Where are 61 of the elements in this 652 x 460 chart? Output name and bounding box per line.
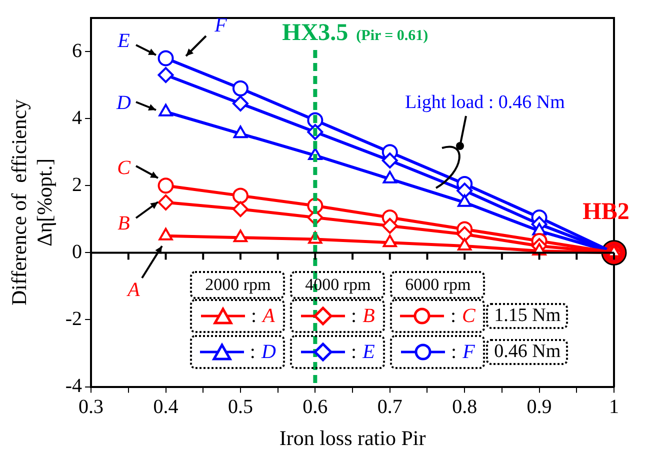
text: :	[451, 340, 457, 363]
text: D	[116, 92, 131, 114]
point	[158, 66, 174, 83]
legend-label: C	[462, 304, 476, 327]
point	[158, 228, 173, 240]
y-tick-label: 0	[72, 240, 82, 263]
text: :	[351, 304, 357, 327]
text: C	[117, 156, 130, 179]
annotation: HX3.5	[282, 20, 348, 46]
point	[382, 234, 397, 248]
point	[382, 152, 398, 168]
x-tick-label: 1	[609, 396, 619, 418]
y-tick-label: -4	[65, 375, 82, 398]
x-tick-label: 0.5	[228, 396, 253, 418]
point	[232, 80, 248, 96]
point	[232, 201, 248, 218]
point	[456, 226, 473, 242]
point	[233, 230, 248, 242]
text: :	[450, 304, 456, 327]
legend-label: F	[462, 340, 475, 363]
x-axis-title: Iron loss ratio Pir	[279, 426, 426, 450]
point	[233, 126, 248, 138]
legend-label: E	[362, 340, 375, 363]
y-tick-label: 4	[72, 106, 82, 129]
point	[458, 194, 472, 207]
x-tick-label: 0.6	[302, 396, 328, 418]
legend-label: D	[261, 340, 276, 363]
annotation: Light load : 0.46 Nm	[405, 92, 566, 113]
point	[458, 238, 472, 250]
annotation: 4000 rpm	[290, 271, 386, 300]
point	[456, 182, 473, 199]
point	[382, 218, 398, 234]
y-tick-label: 6	[72, 40, 82, 62]
annotation: 0.46 Nm	[486, 339, 568, 366]
point	[158, 194, 174, 210]
text: B	[118, 212, 130, 235]
point	[158, 50, 174, 66]
text: :	[351, 340, 357, 363]
annotation: 2000 rpm	[190, 271, 286, 300]
x-tick-label: 0.4	[153, 396, 178, 418]
legend-label: B	[362, 304, 375, 327]
y-tick-label: -2	[65, 308, 82, 330]
point	[232, 95, 248, 112]
text: A	[128, 279, 140, 302]
text: F	[214, 14, 227, 36]
x-tick-label: 0.8	[452, 396, 478, 418]
x-tick-label: 0.7	[377, 396, 402, 418]
point	[382, 170, 397, 184]
x-tick-label: 0.3	[78, 396, 104, 418]
annotation: :	[251, 304, 257, 327]
x-tick-label: 0.9	[526, 396, 552, 418]
annotation: 1.15 Nm	[486, 303, 568, 330]
legend-label: A	[262, 304, 275, 327]
y-axis-title: Difference of efficiency Δη[%opt.]	[7, 98, 56, 306]
text: E	[118, 30, 130, 52]
y-tick-label: 2	[72, 174, 82, 196]
text: :	[250, 340, 256, 363]
annotation: 6000 rpm	[390, 271, 486, 300]
point	[158, 178, 174, 194]
annotation: (Pir = 0.61)	[356, 28, 428, 44]
point	[232, 188, 248, 204]
